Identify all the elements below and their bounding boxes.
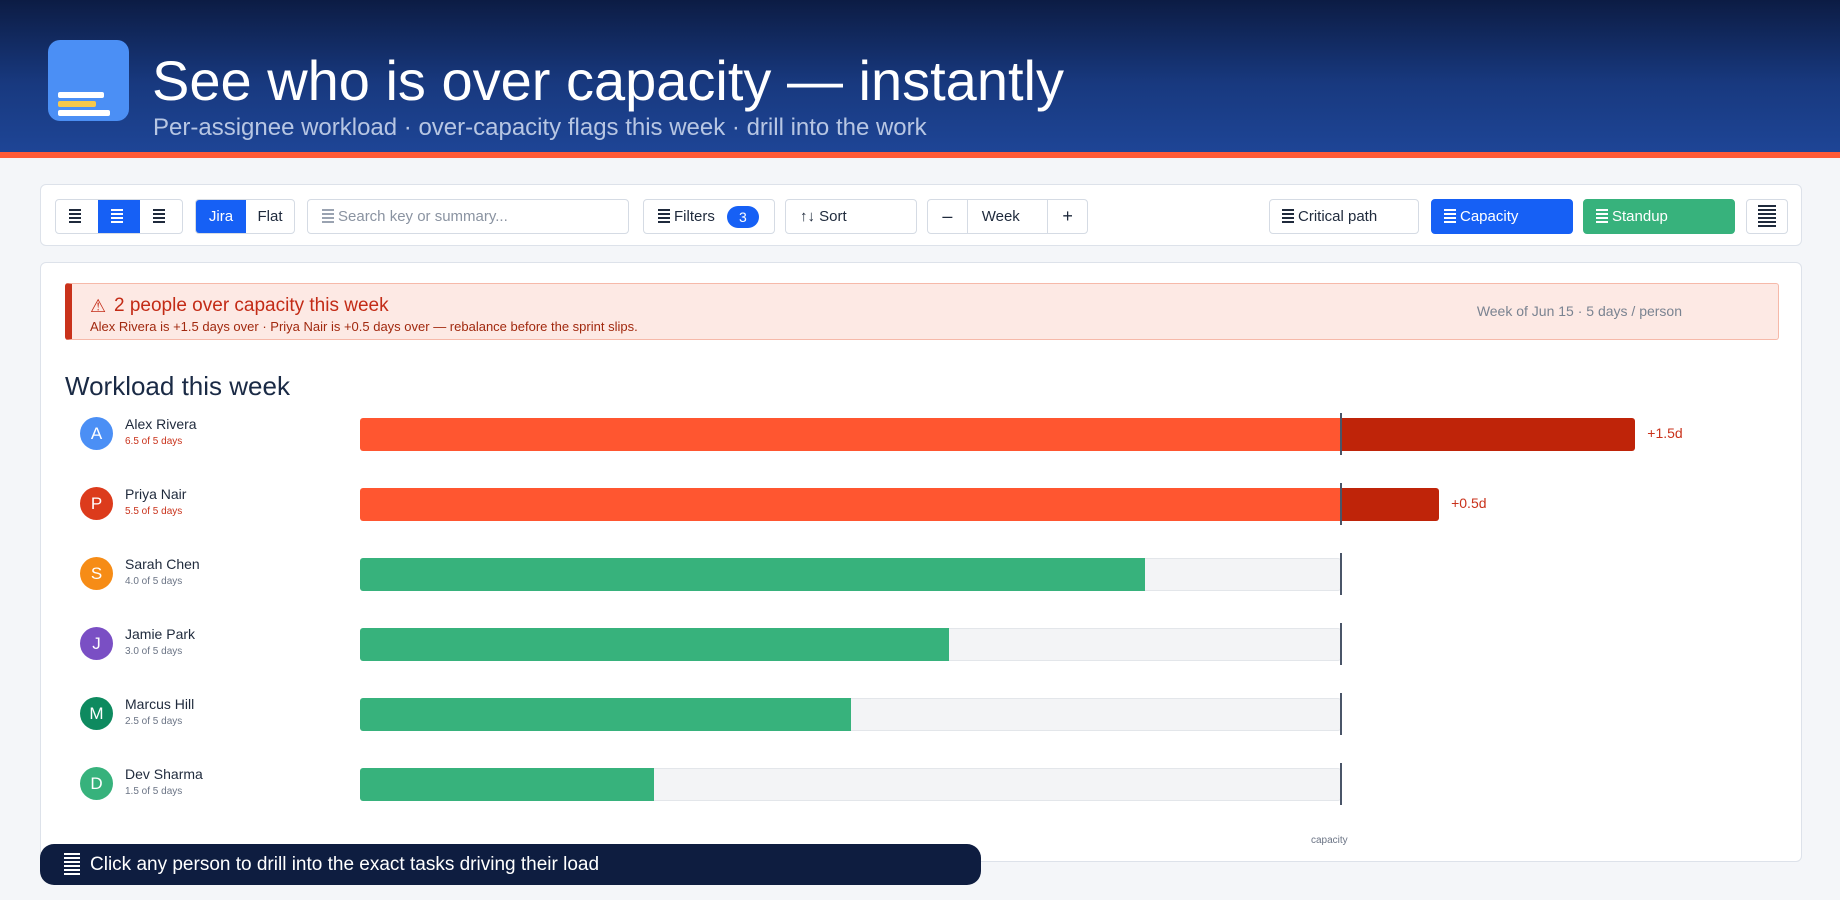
capacity-line [1340,623,1342,665]
zoom-in-button[interactable]: + [1047,200,1087,233]
avatar: J [80,627,113,660]
zoom-control: – Week + [927,199,1088,234]
source-jira-button[interactable]: Jira [196,200,246,233]
person-name[interactable]: Priya Nair [125,486,187,502]
view-list-button[interactable] [56,200,98,233]
source-toggle: Jira Flat [195,199,295,234]
over-capacity-label: +1.5d [1647,425,1683,441]
filters-count-badge: 3 [726,205,759,228]
workload-bar[interactable] [360,488,1341,521]
capacity-button[interactable]: Capacity [1431,199,1573,234]
page-title: See who is over capacity — instantly [152,49,1064,112]
capacity-line [1340,483,1342,525]
tip-text: Click any person to drill into the exact… [90,853,600,875]
workload-row[interactable]: P Priya Nair 5.5 of 5 days +0.5d [41,483,1803,535]
workload-bar[interactable] [360,698,851,731]
workload-row[interactable]: D Dev Sharma 1.5 of 5 days [41,763,1803,815]
avatar: S [80,557,113,590]
workload-row[interactable]: A Alex Rivera 6.5 of 5 days +1.5d [41,413,1803,465]
person-load: 3.0 of 5 days [125,646,183,657]
menu-icon [1758,204,1776,229]
workload-bar[interactable] [360,418,1341,451]
search-input[interactable]: Search key or summary... [307,199,629,234]
capacity-label: Capacity [1460,208,1519,225]
workload-title: Workload this week [65,371,290,401]
person-name[interactable]: Sarah Chen [125,556,200,572]
workload-bar[interactable] [360,768,655,801]
critical-path-button[interactable]: Critical path [1269,199,1419,234]
app-logo [48,40,129,121]
source-flat-button[interactable]: Flat [257,208,283,225]
person-name[interactable]: Jamie Park [125,626,196,642]
list-icon [69,209,81,224]
capacity-line [1340,763,1342,805]
avatar: P [80,487,113,520]
view-workload-button[interactable] [98,200,140,233]
over-capacity-alert: ⚠ 2 people over capacity this week Alex … [65,283,1779,340]
filter-icon [658,209,670,224]
page-header: See who is over capacity — instantly Per… [0,0,1840,158]
capacity-icon [1444,209,1456,224]
more-menu-button[interactable] [1746,199,1788,234]
workload-row[interactable]: S Sarah Chen 4.0 of 5 days [41,553,1803,605]
workload-panel: ⚠ 2 people over capacity this week Alex … [40,262,1802,862]
person-load: 1.5 of 5 days [125,786,183,797]
person-load: 6.5 of 5 days [125,436,183,447]
workload-row[interactable]: J Jamie Park 3.0 of 5 days [41,623,1803,675]
standup-button[interactable]: Standup [1583,199,1735,234]
avatar: A [80,417,113,450]
search-placeholder: Search key or summary... [338,208,508,225]
filters-button[interactable]: Filters 3 [643,199,775,234]
over-capacity-bar[interactable] [1341,488,1440,521]
person-name[interactable]: Alex Rivera [125,416,197,432]
standup-label: Standup [1612,208,1668,225]
person-load: 5.5 of 5 days [125,506,183,517]
search-icon [322,209,334,224]
over-capacity-label: +0.5d [1451,495,1487,511]
person-name[interactable]: Dev Sharma [125,766,203,782]
person-load: 2.5 of 5 days [125,716,183,727]
capacity-line [1340,413,1342,455]
critical-path-label: Critical path [1298,208,1378,225]
capacity-line [1340,693,1342,735]
alert-meta: Week of Jun 15 · 5 days / person [1476,303,1682,319]
avatar: D [80,767,113,800]
timeline-icon [153,209,165,224]
capacity-line [1340,553,1342,595]
avatar: M [80,697,113,730]
drill-tip: Click any person to drill into the exact… [40,844,981,885]
alert-detail: Alex Rivera is +1.5 days over · Priya Na… [90,319,638,334]
filters-label: Filters [674,208,715,225]
view-timeline-button[interactable] [140,200,182,233]
workload-row[interactable]: M Marcus Hill 2.5 of 5 days [41,693,1803,745]
sort-label: ↑↓ Sort [800,208,847,225]
over-capacity-bar[interactable] [1341,418,1636,451]
standup-icon [1596,209,1608,224]
sort-button[interactable]: ↑↓ Sort [785,199,917,234]
zoom-out-button[interactable]: – [928,200,968,233]
zoom-level[interactable]: Week [981,208,1020,225]
page-subtitle: Per-assignee workload · over-capacity fl… [153,114,927,141]
workload-bar[interactable] [360,558,1145,591]
alert-title: 2 people over capacity this week [114,295,389,316]
workload-bar[interactable] [360,628,949,661]
tip-icon [64,852,80,877]
view-mode-toggle [55,199,183,234]
person-name[interactable]: Marcus Hill [125,696,195,712]
capacity-caption: capacity [1311,835,1348,846]
toolbar: Jira Flat Search key or summary... Filte… [40,184,1802,246]
person-load: 4.0 of 5 days [125,576,183,587]
critical-path-icon [1282,209,1294,224]
workload-icon [111,209,123,224]
warning-icon: ⚠ [90,296,107,316]
